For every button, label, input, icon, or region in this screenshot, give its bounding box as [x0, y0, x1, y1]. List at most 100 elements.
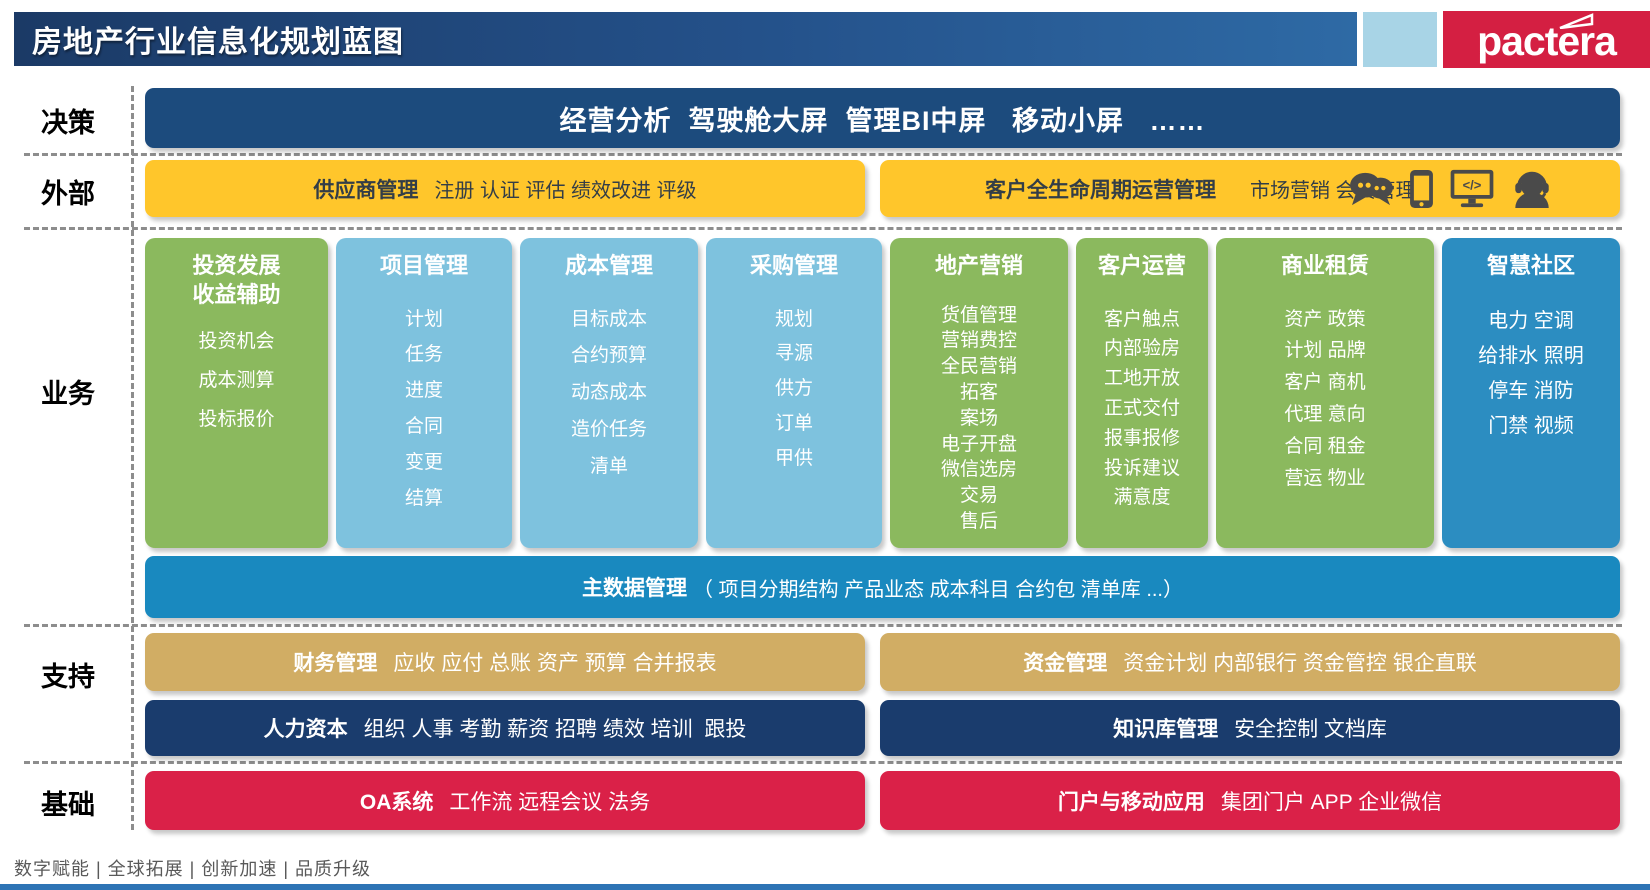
column-title: 项目管理 — [379, 253, 468, 278]
business-column-marketing: 地产营销 货值管理 营销费控 全民营销 拓客 案场 电子开盘 微信选房 交易 售后 — [890, 238, 1068, 548]
column-items: 客户触点 内部验房 工地开放 正式交付 报事报修 投诉建议 满意度 — [1076, 309, 1208, 511]
business-column-leasing: 商业租赁 资产 政策 计划 品牌 客户 商机 代理 意向 合同 租金 营运 物业 — [1216, 238, 1434, 548]
row-label-support: 支持 — [41, 662, 95, 692]
list-item: 任务 — [404, 344, 443, 366]
list-item: 货值管理 — [940, 304, 1017, 326]
column-title: 商业租赁 — [1280, 253, 1369, 278]
list-item: 合约预算 — [570, 345, 647, 367]
business-column-cost: 成本管理 目标成本合约预算动态成本造价任务清单 — [520, 238, 698, 548]
treasury-items: 资金计划 内部银行 资金管控 银企直联 — [1123, 652, 1477, 675]
column-items: 规划 寻源 供方 订单 甲供 — [706, 309, 882, 471]
list-item: 目标成本 — [570, 308, 647, 330]
list-item: 资产 政策 — [1284, 308, 1366, 330]
svg-text:</>: </> — [1463, 177, 1482, 192]
column-items: 投资机会成本测算投标报价 — [145, 331, 328, 431]
knowledge-items: 安全控制 文档库 — [1234, 718, 1387, 741]
decision-bar-text: 经营分析 驾驶舱大屏 管理BI中屏 移动小屏 …… — [559, 105, 1206, 136]
row-label-decision: 决策 — [41, 108, 95, 138]
hr-items: 组织 人事 考勤 薪资 招聘 绩效 培训 跟投 — [363, 718, 747, 741]
pactera-logo: pactera — [1443, 11, 1650, 68]
portal-items: 集团门户 APP 企业微信 — [1220, 790, 1443, 814]
list-item: 动态成本 — [570, 382, 647, 404]
column-title: 成本管理 — [564, 253, 653, 278]
decision-analytics-bar: 经营分析 驾驶舱大屏 管理BI中屏 移动小屏 …… — [145, 88, 1620, 148]
list-item: 投标报价 — [198, 408, 275, 430]
logo-accent-square — [1363, 12, 1437, 67]
list-item: 交易 — [959, 485, 998, 507]
list-item: 电子开盘 — [940, 433, 1017, 455]
list-item: 变更 — [404, 451, 443, 473]
list-item: 拓客 — [959, 381, 998, 403]
list-item: 案场 — [959, 407, 998, 429]
customer-lifecycle-bar: 客户全生命周期运营管理 市场营销 会员管理 </> — [880, 160, 1620, 217]
monitor-code-icon: </> — [1450, 169, 1494, 208]
master-data-bar: 主数据管理 （ 项目分期结构 产品业态 成本科目 合约包 清单库 ...） — [145, 556, 1620, 618]
support-agent-icon — [1515, 171, 1549, 208]
customer-lifecycle-title: 客户全生命周期运营管理 — [985, 178, 1216, 202]
bottom-accent-line — [0, 884, 1650, 890]
list-item: 订单 — [774, 412, 813, 434]
row-label-business: 业务 — [41, 379, 95, 409]
row-label-external: 外部 — [41, 179, 95, 209]
list-item: 合同 — [404, 415, 443, 437]
list-item: 工地开放 — [1103, 368, 1180, 390]
pactera-flag-icon — [1559, 13, 1594, 29]
row-divider-decision-external — [24, 153, 1622, 156]
list-item: 供方 — [774, 378, 813, 400]
finance-title: 财务管理 — [293, 652, 378, 675]
list-item: 报事报修 — [1103, 427, 1180, 449]
business-column-community: 智慧社区 电力 空调 给排水 照明 停车 消防 门禁 视频 — [1442, 238, 1620, 548]
list-item: 全民营销 — [940, 356, 1017, 378]
list-item: 满意度 — [1113, 487, 1171, 509]
list-item: 客户 商机 — [1284, 372, 1366, 394]
list-item: 成本测算 — [198, 369, 275, 391]
supplier-management-bar: 供应商管理 注册 认证 评估 绩效改进 评级 — [145, 160, 865, 217]
business-columns-row: 投资发展 收益辅助 投资机会 成本测算 投标报价 项目管理 计划 任务 进度 合同 变更 结算… — [145, 238, 1620, 548]
portal-mobile-bar: 门户与移动应用 集团门户 APP 企业微信 — [880, 771, 1620, 830]
column-items: 计划 任务 进度 合同 变更 结算 — [336, 309, 512, 511]
list-item: 进度 — [404, 380, 443, 402]
column-title: 投资发展 收益辅助 — [192, 253, 281, 307]
column-title: 采购管理 — [749, 253, 838, 278]
column-items: 资产 政策 计划 品牌 客户 商机 代理 意向 合同 租金 营运 物业 — [1216, 309, 1434, 491]
oa-items: 工作流 远程会议 法务 — [449, 790, 651, 814]
column-items: 目标成本合约预算动态成本造价任务清单 — [520, 309, 698, 479]
column-items: 货值管理 营销费控 全民营销 拓客 案场 电子开盘 微信选房 交易 售后 — [890, 305, 1068, 534]
portal-title: 门户与移动应用 — [1057, 790, 1205, 814]
list-item: 造价任务 — [570, 418, 647, 440]
column-title: 客户运营 — [1097, 253, 1186, 278]
list-item: 给排水 照明 — [1478, 344, 1584, 367]
knowledge-title: 知识库管理 — [1113, 718, 1219, 741]
row-divider-support-foundation — [24, 761, 1622, 764]
master-data-title: 主数据管理 — [581, 577, 687, 600]
business-column-project: 项目管理 计划 任务 进度 合同 变更 结算 — [336, 238, 512, 548]
treasury-title: 资金管理 — [1023, 652, 1108, 675]
list-item: 电力 空调 — [1488, 309, 1574, 332]
knowledge-base-bar: 知识库管理 安全控制 文档库 — [880, 700, 1620, 756]
finance-management-bar: 财务管理 应收 应付 总账 资产 预算 合并报表 — [145, 633, 865, 691]
column-title: 地产营销 — [934, 253, 1023, 278]
list-item: 门禁 视频 — [1488, 414, 1574, 437]
page-title: 房地产行业信息化规划蓝图 — [32, 26, 404, 59]
business-column-procurement: 采购管理 规划 寻源 供方 订单 甲供 — [706, 238, 882, 548]
oa-system-bar: OA系统 工作流 远程会议 法务 — [145, 771, 865, 830]
list-item: 清单 — [589, 455, 628, 477]
list-item: 内部验房 — [1103, 338, 1180, 360]
master-data-detail: （ 项目分期结构 产品业态 成本科目 合约包 清单库 ...） — [692, 578, 1183, 601]
list-item: 客户触点 — [1103, 308, 1180, 330]
channel-icons: </> — [1348, 169, 1554, 209]
human-capital-bar: 人力资本 组织 人事 考勤 薪资 招聘 绩效 培训 跟投 — [145, 700, 865, 756]
list-item: 代理 意向 — [1284, 403, 1366, 425]
list-item: 规划 — [774, 308, 813, 330]
list-item: 甲供 — [774, 447, 813, 469]
column-items: 电力 空调给排水 照明 停车 消防门禁 视频 — [1442, 309, 1620, 438]
list-item: 正式交付 — [1103, 397, 1180, 419]
list-item: 投资机会 — [198, 331, 275, 353]
list-item: 停车 消防 — [1488, 379, 1574, 402]
label-column-divider — [131, 86, 134, 830]
business-column-investment: 投资发展 收益辅助 投资机会成本测算投标报价 — [145, 238, 328, 548]
list-item: 微信选房 — [940, 459, 1017, 481]
row-label-foundation: 基础 — [41, 790, 95, 820]
supplier-management-items: 注册 认证 评估 绩效改进 评级 — [434, 180, 697, 202]
row-divider-external-business — [24, 227, 1622, 230]
